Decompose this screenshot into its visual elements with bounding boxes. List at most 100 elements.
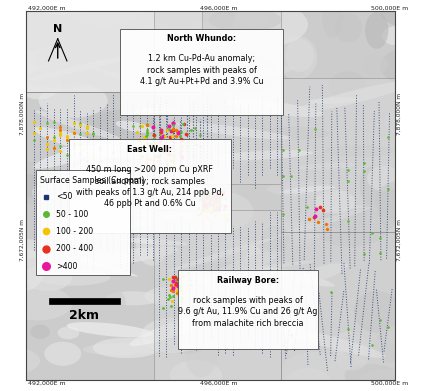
Ellipse shape <box>323 145 396 157</box>
Point <box>143 127 150 134</box>
Point <box>142 133 149 139</box>
Point <box>183 130 190 136</box>
Ellipse shape <box>77 247 178 266</box>
Point <box>173 276 179 283</box>
Point <box>57 142 64 149</box>
Point <box>175 276 181 282</box>
Point <box>201 207 208 213</box>
Ellipse shape <box>117 182 197 219</box>
Point <box>162 133 169 139</box>
Ellipse shape <box>361 55 388 74</box>
Ellipse shape <box>256 127 330 140</box>
Point <box>181 163 188 169</box>
Ellipse shape <box>205 261 317 275</box>
Point <box>218 190 225 197</box>
Ellipse shape <box>130 313 215 346</box>
Point <box>160 305 167 311</box>
Ellipse shape <box>44 342 81 366</box>
Point <box>123 178 130 185</box>
Point <box>167 157 174 163</box>
Point <box>190 303 196 309</box>
Ellipse shape <box>314 208 388 247</box>
Point <box>385 186 391 192</box>
Point <box>183 287 190 293</box>
Point <box>143 129 150 136</box>
Point <box>198 209 205 215</box>
Ellipse shape <box>25 67 97 88</box>
Ellipse shape <box>129 160 203 199</box>
Point <box>205 204 212 210</box>
Ellipse shape <box>23 263 72 291</box>
Text: 492,000E m: 492,000E m <box>28 5 66 11</box>
Point <box>211 206 218 212</box>
Point <box>204 197 211 203</box>
Ellipse shape <box>128 95 179 109</box>
Point <box>136 137 142 143</box>
Ellipse shape <box>35 110 123 141</box>
Point <box>200 203 207 209</box>
Point <box>83 125 90 131</box>
Ellipse shape <box>218 265 269 297</box>
Point <box>172 274 178 280</box>
Ellipse shape <box>0 173 48 198</box>
Point <box>167 303 174 310</box>
Point <box>153 154 160 160</box>
Ellipse shape <box>307 97 360 104</box>
Point <box>215 209 222 215</box>
Ellipse shape <box>105 291 161 305</box>
Ellipse shape <box>267 182 337 197</box>
Ellipse shape <box>176 286 285 293</box>
Text: 500,000E m: 500,000E m <box>371 5 408 11</box>
Point <box>213 199 220 206</box>
Point <box>204 199 210 206</box>
Ellipse shape <box>270 59 336 71</box>
Point <box>134 157 141 163</box>
Point <box>158 129 164 136</box>
Ellipse shape <box>128 213 195 227</box>
Ellipse shape <box>39 83 108 118</box>
Point <box>199 203 206 209</box>
Point <box>377 317 383 323</box>
Ellipse shape <box>245 246 264 289</box>
Point <box>200 206 207 212</box>
Ellipse shape <box>360 368 425 389</box>
Point <box>170 128 177 134</box>
Point <box>170 126 176 132</box>
Point <box>64 134 71 140</box>
Ellipse shape <box>223 282 296 316</box>
Point <box>317 204 323 210</box>
Point <box>222 203 229 210</box>
Point <box>44 141 51 147</box>
Point <box>77 179 84 185</box>
Point <box>212 212 218 219</box>
Point <box>97 182 104 188</box>
Point <box>50 137 57 143</box>
Ellipse shape <box>230 292 297 308</box>
Point <box>165 151 172 157</box>
Ellipse shape <box>37 2 88 14</box>
Point <box>155 153 162 160</box>
Ellipse shape <box>193 262 257 278</box>
Ellipse shape <box>6 388 47 391</box>
Point <box>175 129 181 135</box>
Ellipse shape <box>215 239 263 259</box>
Point <box>222 212 229 218</box>
Point <box>207 205 214 212</box>
Point <box>177 133 184 139</box>
Point <box>180 166 187 172</box>
Point <box>138 144 145 151</box>
Ellipse shape <box>68 188 141 199</box>
Point <box>205 216 212 222</box>
Point <box>83 130 90 136</box>
FancyBboxPatch shape <box>69 139 231 233</box>
Ellipse shape <box>35 168 141 195</box>
Point <box>200 191 207 197</box>
Text: <50: <50 <box>56 192 72 201</box>
Ellipse shape <box>175 177 206 199</box>
Ellipse shape <box>119 238 187 245</box>
Point <box>141 134 147 140</box>
Ellipse shape <box>334 13 362 42</box>
Point <box>90 154 97 161</box>
Point <box>151 132 158 138</box>
Point <box>178 275 185 281</box>
